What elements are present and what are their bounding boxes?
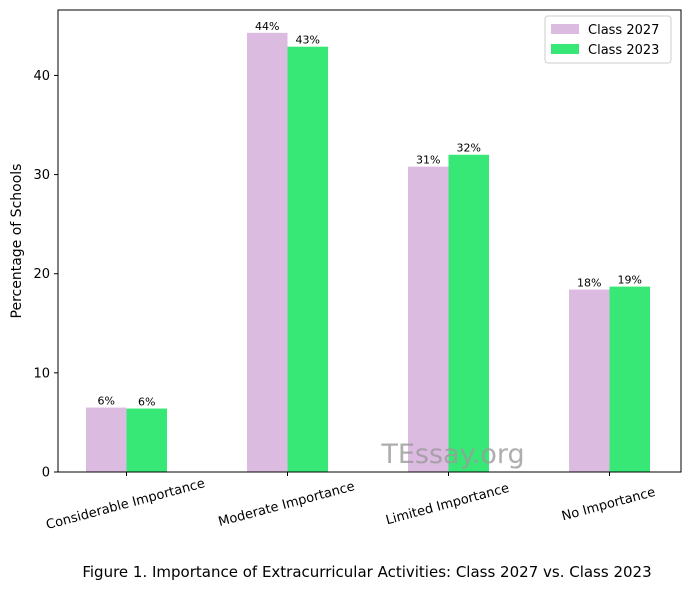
legend-label-class-2027: Class 2027 xyxy=(588,23,659,38)
plot-frame xyxy=(57,9,682,473)
figure-caption: Figure 1. Importance of Extracurricular … xyxy=(82,563,652,581)
y-tick-label: 40 xyxy=(33,69,50,84)
bar-class-2023-0 xyxy=(126,408,167,472)
watermark: TEssay.org xyxy=(380,439,524,470)
legend-swatch-class-2023 xyxy=(551,44,579,54)
y-tick-label: 10 xyxy=(33,366,50,381)
y-tick-label: 30 xyxy=(33,168,50,183)
data-label-class-2027-0: 6% xyxy=(98,395,115,408)
bar-class-2023-3 xyxy=(609,286,650,472)
data-label-class-2023-2: 32% xyxy=(457,142,481,155)
bar-class-2027-3 xyxy=(569,289,610,472)
data-label-class-2027-3: 18% xyxy=(577,277,601,290)
data-label-class-2023-1: 43% xyxy=(296,34,320,47)
bar-class-2027-2 xyxy=(408,166,449,472)
y-tick-label: 20 xyxy=(33,267,50,282)
legend-swatch-class-2027 xyxy=(551,24,579,34)
bar-class-2023-2 xyxy=(448,154,489,473)
y-tick-label: 0 xyxy=(42,466,50,481)
data-label-class-2023-3: 19% xyxy=(618,274,642,287)
bar-class-2027-1 xyxy=(247,32,288,472)
bar-class-2027-0 xyxy=(86,407,127,472)
x-tick-label: Moderate Importance xyxy=(217,479,357,530)
y-axis-label: Percentage of Schools xyxy=(9,164,25,319)
legend-label-class-2023: Class 2023 xyxy=(588,43,659,58)
x-tick-label: Considerable Importance xyxy=(45,476,207,533)
x-tick-label: Limited Importance xyxy=(384,481,511,528)
bar-class-2023-1 xyxy=(287,46,328,472)
data-label-class-2023-0: 6% xyxy=(138,396,155,409)
x-tick-label: No Importance xyxy=(560,485,657,524)
data-label-class-2027-2: 31% xyxy=(416,154,440,167)
data-label-class-2027-1: 44% xyxy=(255,20,279,33)
